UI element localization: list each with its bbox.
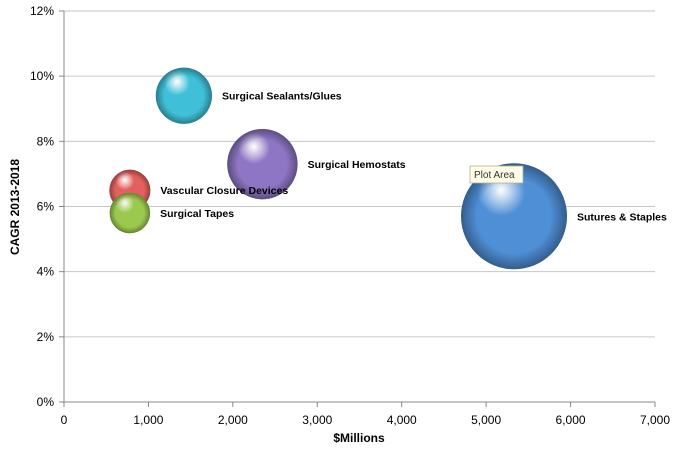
y-tick-label: 0% — [37, 395, 55, 409]
bubble-label-surgical-sealants-glues: Surgical Sealants/Glues — [222, 91, 342, 103]
x-tick-label: 5,000 — [471, 413, 501, 427]
y-tick-label: 4% — [37, 265, 55, 279]
y-tick-label: 6% — [37, 200, 55, 214]
y-tick-label: 2% — [37, 330, 55, 344]
grid-lines — [64, 10, 655, 338]
bubbles — [109, 67, 568, 270]
x-axis-title: $Millions — [333, 431, 385, 445]
tooltip-text: Plot Area — [474, 170, 515, 181]
x-tick-label: 2,000 — [218, 413, 248, 427]
bubble-shade-surgical-hemostats — [227, 128, 298, 200]
bubble-label-vascular-closure-devices: Vascular Closure Devices — [160, 185, 288, 197]
x-tick-label: 6,000 — [556, 413, 586, 427]
bubble-shade-sutures-staples — [461, 163, 568, 270]
x-tick-label: 3,000 — [302, 413, 332, 427]
bubble-shade-surgical-sealants-glues — [155, 67, 213, 124]
plot-area-tooltip: Plot Area — [469, 165, 524, 184]
bubble-label-sutures-staples: Sutures & Staples — [577, 211, 667, 223]
bubble-label-surgical-hemostats: Surgical Hemostats — [308, 159, 406, 171]
y-axis-title: CAGR 2013-2018 — [8, 159, 22, 255]
y-tick-label: 10% — [30, 69, 54, 83]
y-tick-label: 8% — [37, 134, 55, 148]
x-tick-label: 0 — [61, 413, 68, 427]
x-tick-label: 1,000 — [133, 413, 163, 427]
x-tick-label: 4,000 — [387, 413, 417, 427]
bubble-labels: Surgical Sealants/Glues Surgical Hemostat… — [160, 91, 667, 224]
bubble-shade-surgical-tapes — [109, 192, 151, 234]
axes: 0% 2% 4% 6% 8% 10% 12% 0 1,000 2,000 3,000 4,000 5,0… — [30, 4, 670, 427]
x-tick-label: 7,000 — [640, 413, 670, 427]
y-tick-label: 12% — [30, 4, 54, 18]
bubble-label-surgical-tapes: Surgical Tapes — [160, 208, 234, 220]
